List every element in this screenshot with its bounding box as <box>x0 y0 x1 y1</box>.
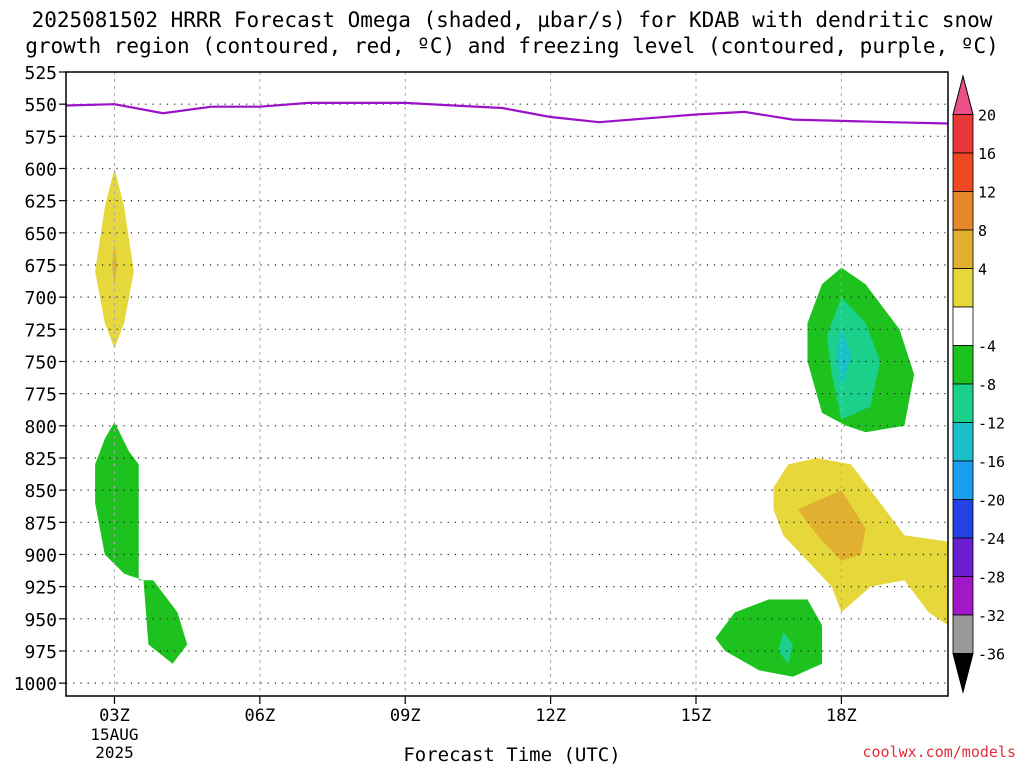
y-tick-label: 650 <box>24 224 57 245</box>
plot-frame <box>65 71 949 697</box>
colorbar-label: -16 <box>978 453 1005 471</box>
omega-shading <box>95 168 948 677</box>
x-tick-label: 15Z <box>681 706 712 726</box>
omega-region-9 <box>778 631 793 664</box>
colorbar-label: -36 <box>978 646 1005 664</box>
y-tick-label: 975 <box>24 642 57 663</box>
x-tick-label: 12Z <box>535 706 566 726</box>
colorbar-band <box>952 576 974 616</box>
colorbar-band <box>952 499 974 539</box>
colorbar-band <box>952 306 974 346</box>
colorbar-label: 12 <box>978 184 996 202</box>
colorbar-band <box>952 383 974 423</box>
chart-title-line-1: 2025081502 HRRR Forecast Omega (shaded, … <box>31 8 993 32</box>
omega-region-7 <box>836 329 852 388</box>
colorbar-label: 8 <box>978 222 987 240</box>
y-tick-label: 950 <box>24 610 57 631</box>
y-tick-label: 675 <box>24 256 57 277</box>
y-tick-label: 1000 <box>14 674 57 695</box>
x-tick-label: 09Z <box>390 706 421 726</box>
y-tick-label: 850 <box>24 481 57 502</box>
y-tick-label: 875 <box>24 513 57 534</box>
x-tick-sublabel: 2025 <box>95 743 134 762</box>
y-tick-label: 600 <box>24 159 57 180</box>
y-tick-label: 750 <box>24 352 57 373</box>
colorbar-bottom-arrow <box>952 653 974 694</box>
colorbar-label: -24 <box>978 530 1005 548</box>
colorbar-band <box>952 152 974 192</box>
y-tick-label: 925 <box>24 578 57 599</box>
chart-title-line-2: growth region (contoured, red, ºC) and f… <box>25 34 999 58</box>
colorbar-label: -8 <box>978 376 996 394</box>
y-tick-label: 700 <box>24 288 57 309</box>
plot-border <box>65 71 949 697</box>
credit-text: coolwx.com/models <box>862 743 1016 761</box>
colorbar-top-arrow <box>952 74 974 115</box>
y-tick-label: 900 <box>24 545 57 566</box>
colorbar-label: -28 <box>978 569 1005 587</box>
colorbar-band <box>952 229 974 269</box>
colorbar: 20 16 12 8 4 -4 -8 -12 -16 -20 -24 -28 -32 -36 <box>952 74 1005 694</box>
colorbar-band <box>952 268 974 308</box>
colorbar-label: -20 <box>978 492 1005 510</box>
y-tick-label: 550 <box>24 95 57 116</box>
y-tick-label: 800 <box>24 417 57 438</box>
y-tick-label: 625 <box>24 192 57 213</box>
x-tick-label: 03Z <box>99 706 130 726</box>
y-axis-ticks: 525 550 575 600 625 650 675 700 725 750 775 800 825 8… <box>14 63 66 695</box>
colorbar-label: 16 <box>978 145 996 163</box>
omega-region-2 <box>95 422 188 664</box>
x-tick-sublabel: 15AUG <box>90 725 138 744</box>
freezing-level-contour <box>65 101 949 125</box>
x-tick-label: 18Z <box>826 706 857 726</box>
omega-region-4 <box>797 490 866 561</box>
y-tick-label: 775 <box>24 385 57 406</box>
colorbar-band <box>952 191 974 231</box>
colorbar-label: -4 <box>978 338 996 356</box>
freezing-level-line <box>65 101 949 125</box>
y-tick-label: 825 <box>24 449 57 470</box>
colorbar-band <box>952 460 974 500</box>
colorbar-label: 20 <box>978 107 996 125</box>
colorbar-label: -32 <box>978 607 1005 625</box>
omega-region-6 <box>826 297 881 420</box>
colorbar-label: 4 <box>978 261 987 279</box>
x-tick-label: 06Z <box>244 706 275 726</box>
colorbar-band <box>952 422 974 462</box>
omega-region-8 <box>715 599 822 677</box>
omega-region-1 <box>112 245 117 285</box>
x-axis-label: Forecast Time (UTC) <box>403 744 621 766</box>
y-tick-label: 725 <box>24 320 57 341</box>
y-tick-label: 525 <box>24 63 57 84</box>
colorbar-band <box>952 614 974 654</box>
y-tick-label: 575 <box>24 127 57 148</box>
colorbar-label: -12 <box>978 415 1005 433</box>
colorbar-band <box>952 537 974 577</box>
colorbar-band <box>952 345 974 385</box>
colorbar-band <box>952 114 974 154</box>
